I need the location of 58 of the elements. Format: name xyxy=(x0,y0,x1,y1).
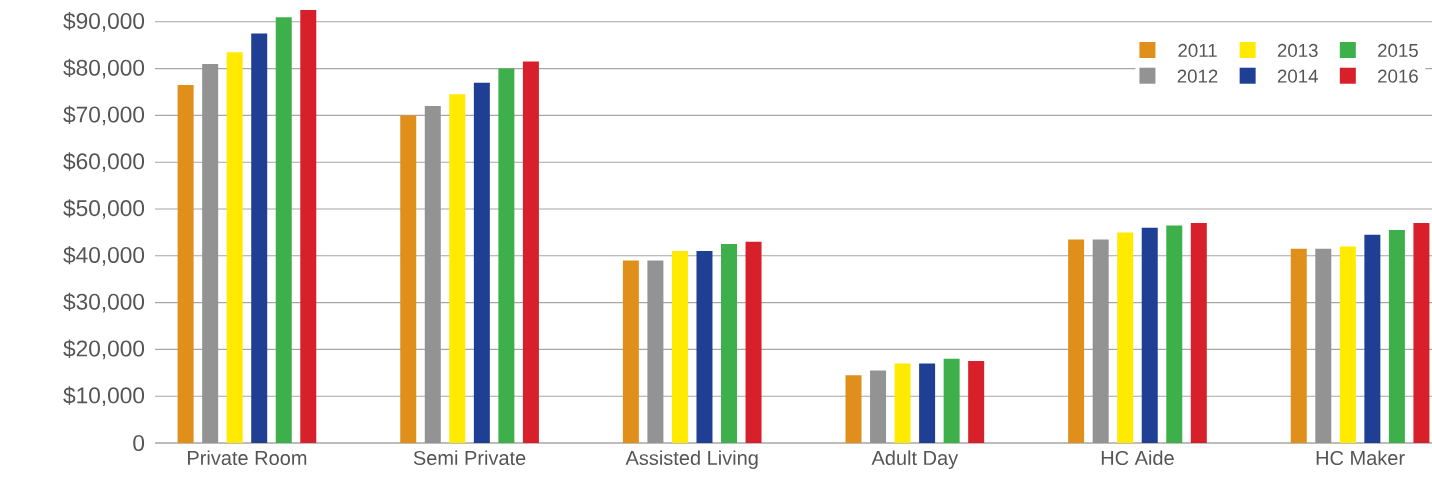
legend-label: 2015 xyxy=(1378,43,1418,58)
bar xyxy=(1117,232,1134,443)
bar xyxy=(498,68,515,443)
bar xyxy=(1290,248,1307,443)
bar xyxy=(894,363,911,443)
bar xyxy=(968,361,985,443)
y-tick-label: $30,000 xyxy=(63,292,145,313)
bar xyxy=(919,363,936,443)
bar xyxy=(1141,227,1158,443)
bar xyxy=(745,241,762,443)
y-tick-label: $90,000 xyxy=(63,11,145,32)
x-tick-label: HC Maker xyxy=(1316,450,1405,466)
bar xyxy=(275,17,292,443)
bar xyxy=(1068,239,1085,443)
y-tick-label: $50,000 xyxy=(63,199,145,219)
bar xyxy=(202,63,219,443)
y-tick-label: $20,000 xyxy=(63,339,145,360)
y-tick-label: $40,000 xyxy=(63,245,145,266)
x-tick-label: Adult Day xyxy=(871,450,959,470)
bar xyxy=(1339,246,1356,443)
bar xyxy=(424,106,441,443)
legend-label: 2014 xyxy=(1277,69,1318,83)
bar xyxy=(400,115,417,443)
legend-label: 2013 xyxy=(1277,43,1318,58)
y-tick-label: $80,000 xyxy=(63,58,145,79)
bar xyxy=(1092,239,1109,443)
bar xyxy=(721,244,738,443)
bar xyxy=(1364,234,1381,443)
bar xyxy=(449,94,466,443)
legend-label: 2012 xyxy=(1177,69,1218,83)
bar xyxy=(622,260,639,443)
x-tick-label: Private Room xyxy=(188,450,307,466)
x-tick-label: Semi Private xyxy=(413,450,526,466)
bar xyxy=(1190,223,1207,443)
legend-label: 2016 xyxy=(1378,69,1418,83)
bar xyxy=(1413,223,1430,443)
bar xyxy=(300,10,317,443)
x-tick-label: HC Aide xyxy=(1101,450,1174,466)
bar xyxy=(1166,225,1183,443)
legend-label: 2011 xyxy=(1178,43,1217,58)
bar xyxy=(845,375,862,443)
y-tick-label: 0 xyxy=(133,434,145,452)
bar xyxy=(226,52,243,443)
bar xyxy=(1388,230,1405,443)
bar xyxy=(943,358,960,443)
bar xyxy=(177,84,194,443)
y-tick-label: $10,000 xyxy=(63,386,145,407)
bar xyxy=(870,370,887,443)
bar xyxy=(473,82,490,443)
y-tick-label: $60,000 xyxy=(63,152,145,173)
bar xyxy=(696,251,713,443)
bar xyxy=(251,33,268,443)
bar xyxy=(1315,248,1332,443)
x-tick-label: Assisted Living xyxy=(625,450,758,470)
bar xyxy=(522,61,539,443)
bar xyxy=(647,260,664,443)
y-tick-label: $70,000 xyxy=(63,105,145,126)
bar xyxy=(671,251,688,443)
